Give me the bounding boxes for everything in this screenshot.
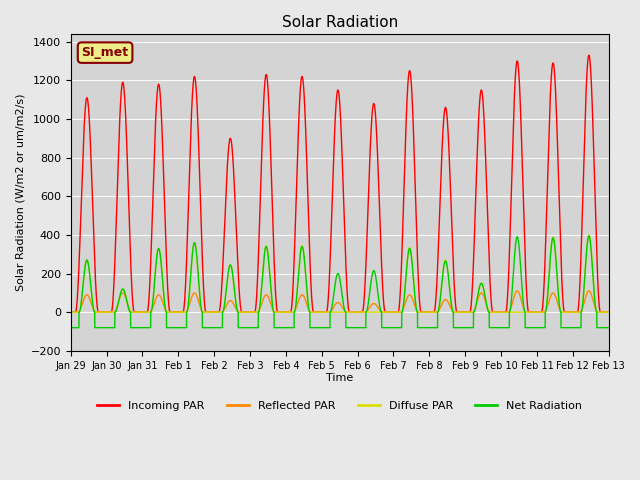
- Title: Solar Radiation: Solar Radiation: [282, 15, 398, 30]
- Text: SI_met: SI_met: [81, 46, 129, 59]
- X-axis label: Time: Time: [326, 373, 353, 384]
- Legend: Incoming PAR, Reflected PAR, Diffuse PAR, Net Radiation: Incoming PAR, Reflected PAR, Diffuse PAR…: [93, 396, 587, 415]
- Y-axis label: Solar Radiation (W/m2 or um/m2/s): Solar Radiation (W/m2 or um/m2/s): [15, 94, 25, 291]
